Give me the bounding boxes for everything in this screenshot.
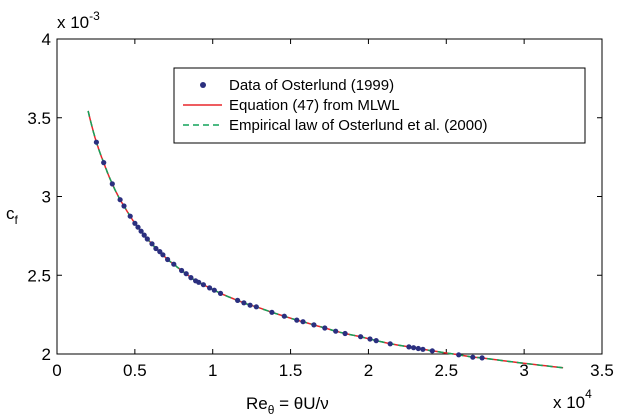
data-point [415, 345, 421, 352]
legend-entry-empirical: Empirical law of Osterlund et al. (2000) [183, 117, 487, 134]
data-point [358, 334, 364, 340]
y-tick-label: 3.5 [27, 109, 51, 128]
data-point [269, 309, 275, 315]
legend-entry-equation: Equation (47) from MLWL [183, 97, 400, 114]
data-point [470, 354, 476, 360]
legend-label-empirical: Empirical law of Osterlund et al. (2000) [229, 117, 487, 134]
y-multiplier-exp: -3 [89, 9, 100, 23]
data-point [183, 271, 189, 277]
data-point [207, 285, 213, 291]
x-tick-label: 0.5 [123, 361, 147, 380]
data-point [411, 345, 417, 351]
data-point [117, 197, 123, 203]
legend: Data of Osterlund (1999) Equation (47) f… [173, 67, 586, 144]
data-point [322, 325, 328, 331]
data-point [333, 328, 339, 334]
data-point [429, 348, 435, 354]
data-point [165, 256, 171, 263]
data-point [456, 352, 462, 358]
legend-label-equation: Equation (47) from MLWL [229, 97, 400, 114]
data-point [247, 302, 253, 308]
x-axis-label-sub: θ [268, 403, 275, 416]
x-multiplier-exp: 4 [585, 387, 592, 401]
data-point [153, 245, 159, 252]
data-point [196, 279, 202, 285]
data-point [179, 267, 185, 274]
x-tick-label: 1 [208, 361, 217, 380]
data-point [121, 203, 127, 209]
data-point [132, 220, 138, 226]
y-axis-label-sub: f [15, 213, 19, 227]
data-point [235, 297, 241, 303]
data-point [373, 338, 379, 344]
data-point [200, 282, 206, 288]
x-tick-label: 3.5 [590, 361, 614, 380]
x-tick-label: 0 [52, 361, 61, 380]
data-point [281, 313, 287, 319]
x-tick-label: 2.5 [434, 361, 458, 380]
legend-box [173, 67, 586, 144]
data-point [138, 228, 144, 234]
data-point [367, 336, 373, 342]
data-point [171, 261, 177, 267]
y-tick-label: 2 [42, 345, 51, 364]
x-tick-label: 1.5 [279, 361, 303, 380]
x-axis-label-rest: = θU/ν [274, 394, 328, 413]
data-point [241, 300, 247, 306]
data-point [406, 344, 412, 350]
data-point [479, 355, 485, 361]
axis-ticks: 0 0.5 1 1.5 2 2.5 3 3.5 2 2.5 3 3.5 4 [27, 30, 613, 380]
data-point [420, 346, 426, 352]
x-tick-label: 3 [519, 361, 528, 380]
data-point [253, 304, 259, 310]
data-point [157, 249, 163, 255]
data-point [135, 224, 141, 230]
data-point [101, 160, 107, 166]
y-multiplier: x 10-3 [57, 9, 100, 32]
data-point [311, 322, 317, 328]
data-point [387, 341, 393, 347]
legend-entry-data: Data of Osterlund (1999) [200, 77, 394, 94]
data-point [217, 290, 224, 296]
legend-label-data: Data of Osterlund (1999) [229, 77, 394, 94]
legend-dot-marker [200, 82, 206, 88]
data-point [160, 252, 166, 258]
y-tick-label: 4 [42, 30, 51, 49]
data-point [144, 236, 150, 242]
data-points [93, 139, 485, 361]
data-point [149, 241, 155, 247]
data-point [188, 275, 194, 281]
x-tick-label: 2 [364, 361, 373, 380]
data-point [141, 232, 147, 238]
data-point [211, 287, 217, 293]
data-point [109, 181, 115, 187]
data-point [342, 330, 348, 337]
data-point [294, 317, 300, 323]
x-multiplier: x 104 [553, 387, 592, 412]
data-point [93, 139, 99, 145]
y-tick-label: 2.5 [27, 266, 51, 285]
data-point [127, 213, 133, 219]
data-point [300, 319, 306, 325]
x-axis-label: Reθ = θU/ν [246, 394, 329, 416]
y-axis-label: cf [6, 204, 19, 227]
y-tick-label: 3 [42, 188, 51, 207]
